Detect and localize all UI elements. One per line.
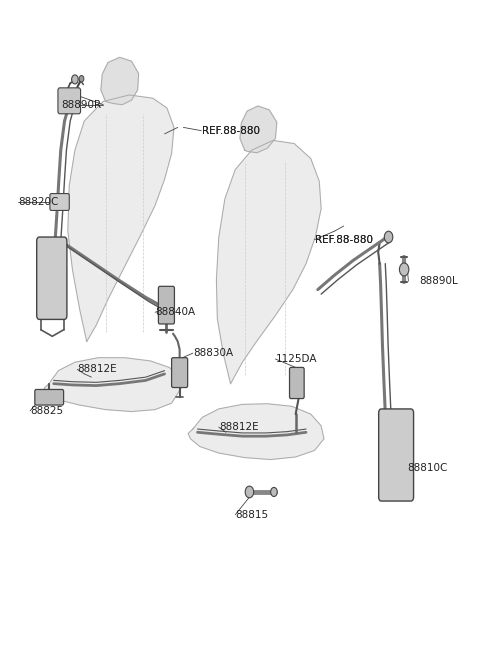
Circle shape bbox=[56, 394, 61, 401]
Text: 88825: 88825 bbox=[30, 406, 63, 416]
Text: 88810C: 88810C bbox=[408, 463, 448, 473]
FancyBboxPatch shape bbox=[58, 88, 81, 114]
Polygon shape bbox=[188, 404, 324, 459]
Polygon shape bbox=[101, 57, 139, 104]
Circle shape bbox=[271, 487, 277, 497]
Circle shape bbox=[37, 394, 42, 401]
Text: 88840A: 88840A bbox=[155, 307, 195, 317]
Text: REF.88-880: REF.88-880 bbox=[315, 235, 373, 244]
Circle shape bbox=[384, 231, 393, 243]
Circle shape bbox=[46, 274, 58, 290]
FancyBboxPatch shape bbox=[289, 367, 304, 399]
Circle shape bbox=[72, 75, 78, 84]
Circle shape bbox=[245, 486, 253, 498]
Text: REF.88-880: REF.88-880 bbox=[202, 125, 260, 135]
Circle shape bbox=[40, 305, 46, 313]
Polygon shape bbox=[68, 95, 174, 342]
Circle shape bbox=[399, 263, 409, 276]
Text: 88830A: 88830A bbox=[193, 348, 233, 358]
Text: 1125DA: 1125DA bbox=[276, 354, 317, 364]
FancyBboxPatch shape bbox=[35, 390, 63, 405]
Circle shape bbox=[390, 450, 402, 466]
FancyBboxPatch shape bbox=[50, 194, 69, 210]
Circle shape bbox=[383, 486, 388, 493]
Circle shape bbox=[404, 417, 410, 424]
Text: 88820C: 88820C bbox=[18, 197, 59, 207]
Text: 88890L: 88890L bbox=[419, 276, 458, 286]
FancyBboxPatch shape bbox=[379, 409, 414, 501]
Text: 88815: 88815 bbox=[235, 510, 268, 520]
Text: 88812E: 88812E bbox=[77, 365, 117, 374]
FancyBboxPatch shape bbox=[158, 286, 174, 324]
Text: 88812E: 88812E bbox=[219, 422, 258, 432]
Polygon shape bbox=[44, 357, 181, 411]
FancyBboxPatch shape bbox=[36, 237, 67, 319]
Text: REF.88-880: REF.88-880 bbox=[315, 235, 373, 244]
Text: 88890R: 88890R bbox=[61, 100, 101, 110]
Polygon shape bbox=[216, 141, 321, 384]
Circle shape bbox=[79, 76, 84, 82]
Polygon shape bbox=[240, 106, 277, 152]
Text: REF.88-880: REF.88-880 bbox=[202, 125, 260, 135]
Circle shape bbox=[58, 244, 63, 252]
Circle shape bbox=[41, 267, 62, 296]
Circle shape bbox=[384, 442, 408, 474]
FancyBboxPatch shape bbox=[172, 357, 188, 388]
